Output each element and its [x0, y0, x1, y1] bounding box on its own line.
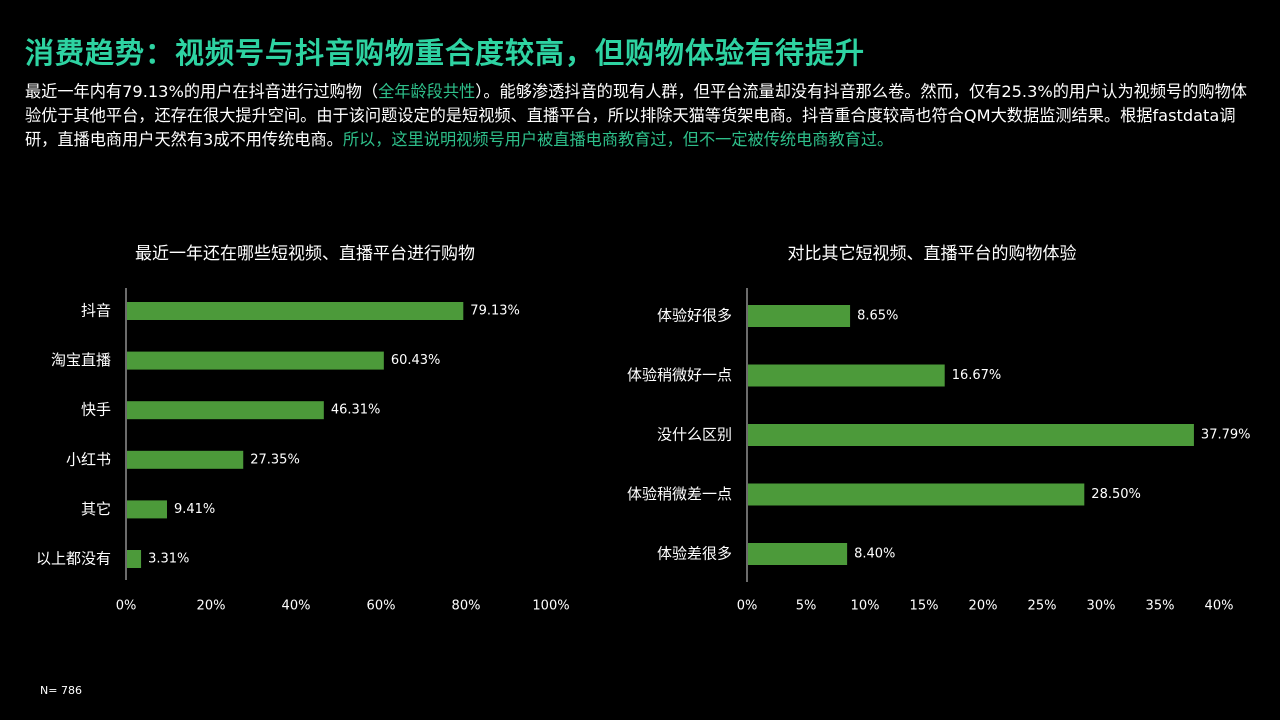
intro-paragraph: 最近一年内有79.13%的用户在抖音进行过购物（全年龄段共性）。能够渗透抖音的现… [25, 80, 1250, 152]
chart-1-bar [127, 351, 384, 370]
chart-1-category-label: 以上都没有 [36, 550, 111, 568]
sample-size-footnote: N= 786 [40, 684, 82, 697]
chart-2-category-label: 体验差很多 [657, 545, 732, 563]
chart-1-tick-label: 20% [197, 599, 226, 614]
chart-2-bar [748, 364, 945, 387]
chart-2-bar [748, 424, 1194, 446]
chart-1-bar [127, 450, 244, 469]
chart-1-category-label: 抖音 [81, 302, 111, 320]
chart-2-bar [748, 543, 848, 565]
chart-1-tick-label: 0% [116, 599, 137, 614]
chart-2-category-label: 体验稍微差一点 [627, 485, 732, 503]
chart-1-value-label: 60.43% [391, 353, 441, 368]
chart-1-bar [127, 302, 464, 320]
chart-1-value-label: 9.41% [174, 502, 215, 517]
chart-2-category-label: 没什么区别 [657, 426, 732, 444]
chart-1-category-label: 小红书 [66, 450, 111, 468]
chart-2-tick-label: 35% [1146, 599, 1175, 614]
slide-title: 消费趋势：视频号与抖音购物重合度较高，但购物体验有待提升 [25, 36, 866, 70]
chart-1-title: 最近一年还在哪些短视频、直播平台进行购物 [135, 244, 475, 264]
chart-1-value-label: 3.31% [148, 552, 189, 567]
chart-2-value-label: 16.67% [952, 368, 1002, 383]
chart-1-value-label: 79.13% [470, 304, 520, 319]
chart-2-tick-label: 40% [1205, 599, 1234, 614]
chart-1-bar [127, 500, 167, 519]
chart-2-tick-label: 5% [796, 599, 817, 614]
chart-2-bar [748, 483, 1085, 506]
intro-text-2: ）。能够渗透抖音的现有人群，但平台流量却没有抖音那么卷。然而，仅有25.3%的用… [25, 82, 1247, 149]
intro-highlight-2: 所以，这里说明视频号用户被直播电商教育过，但不一定被传统电商教育过。 [342, 130, 894, 149]
chart-1-tick-label: 100% [532, 599, 569, 614]
chart-1-tick-label: 80% [452, 599, 481, 614]
chart-1-tick-label: 60% [367, 599, 396, 614]
chart-2-category-label: 体验好很多 [657, 307, 732, 325]
chart-1-bar [127, 550, 142, 568]
chart-2-value-label: 37.79% [1201, 428, 1251, 443]
chart-2-tick-label: 20% [969, 599, 998, 614]
intro-highlight-1: 全年龄段共性 [378, 82, 476, 101]
chart-2-tick-label: 10% [851, 599, 880, 614]
chart-1-category-label: 淘宝直播 [51, 351, 111, 369]
chart-1-bar [127, 401, 324, 420]
chart-2-category-label: 体验稍微好一点 [627, 366, 732, 384]
chart-1-tick-label: 40% [282, 599, 311, 614]
chart-1-category-label: 其它 [81, 500, 111, 518]
chart-1-value-label: 27.35% [250, 452, 300, 467]
chart-1-value-label: 46.31% [331, 403, 381, 418]
chart-2-value-label: 8.65% [857, 309, 898, 324]
chart-2-value-label: 28.50% [1091, 487, 1141, 502]
intro-text-1: 最近一年内有79.13%的用户在抖音进行过购物（ [25, 82, 379, 101]
chart-2-tick-label: 0% [737, 599, 758, 614]
chart-2-value-label: 8.40% [854, 547, 895, 562]
chart-1-category-label: 快手 [81, 401, 111, 419]
chart-2-tick-label: 15% [910, 599, 939, 614]
chart-2-tick-label: 30% [1087, 599, 1116, 614]
chart-2-bar [748, 305, 851, 327]
chart-2-tick-label: 25% [1028, 599, 1057, 614]
chart-2-title: 对比其它短视频、直播平台的购物体验 [788, 244, 1077, 264]
